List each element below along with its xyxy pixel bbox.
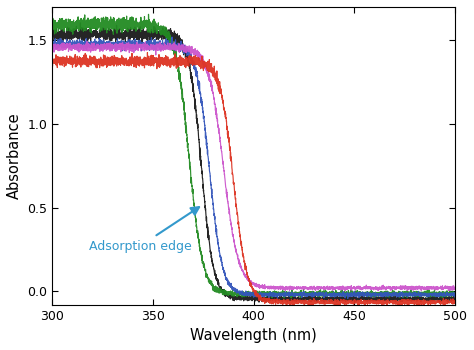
X-axis label: Wavelength (nm): Wavelength (nm) xyxy=(191,328,317,343)
Y-axis label: Absorbance: Absorbance xyxy=(7,112,22,199)
Text: Adsorption edge: Adsorption edge xyxy=(89,207,199,253)
